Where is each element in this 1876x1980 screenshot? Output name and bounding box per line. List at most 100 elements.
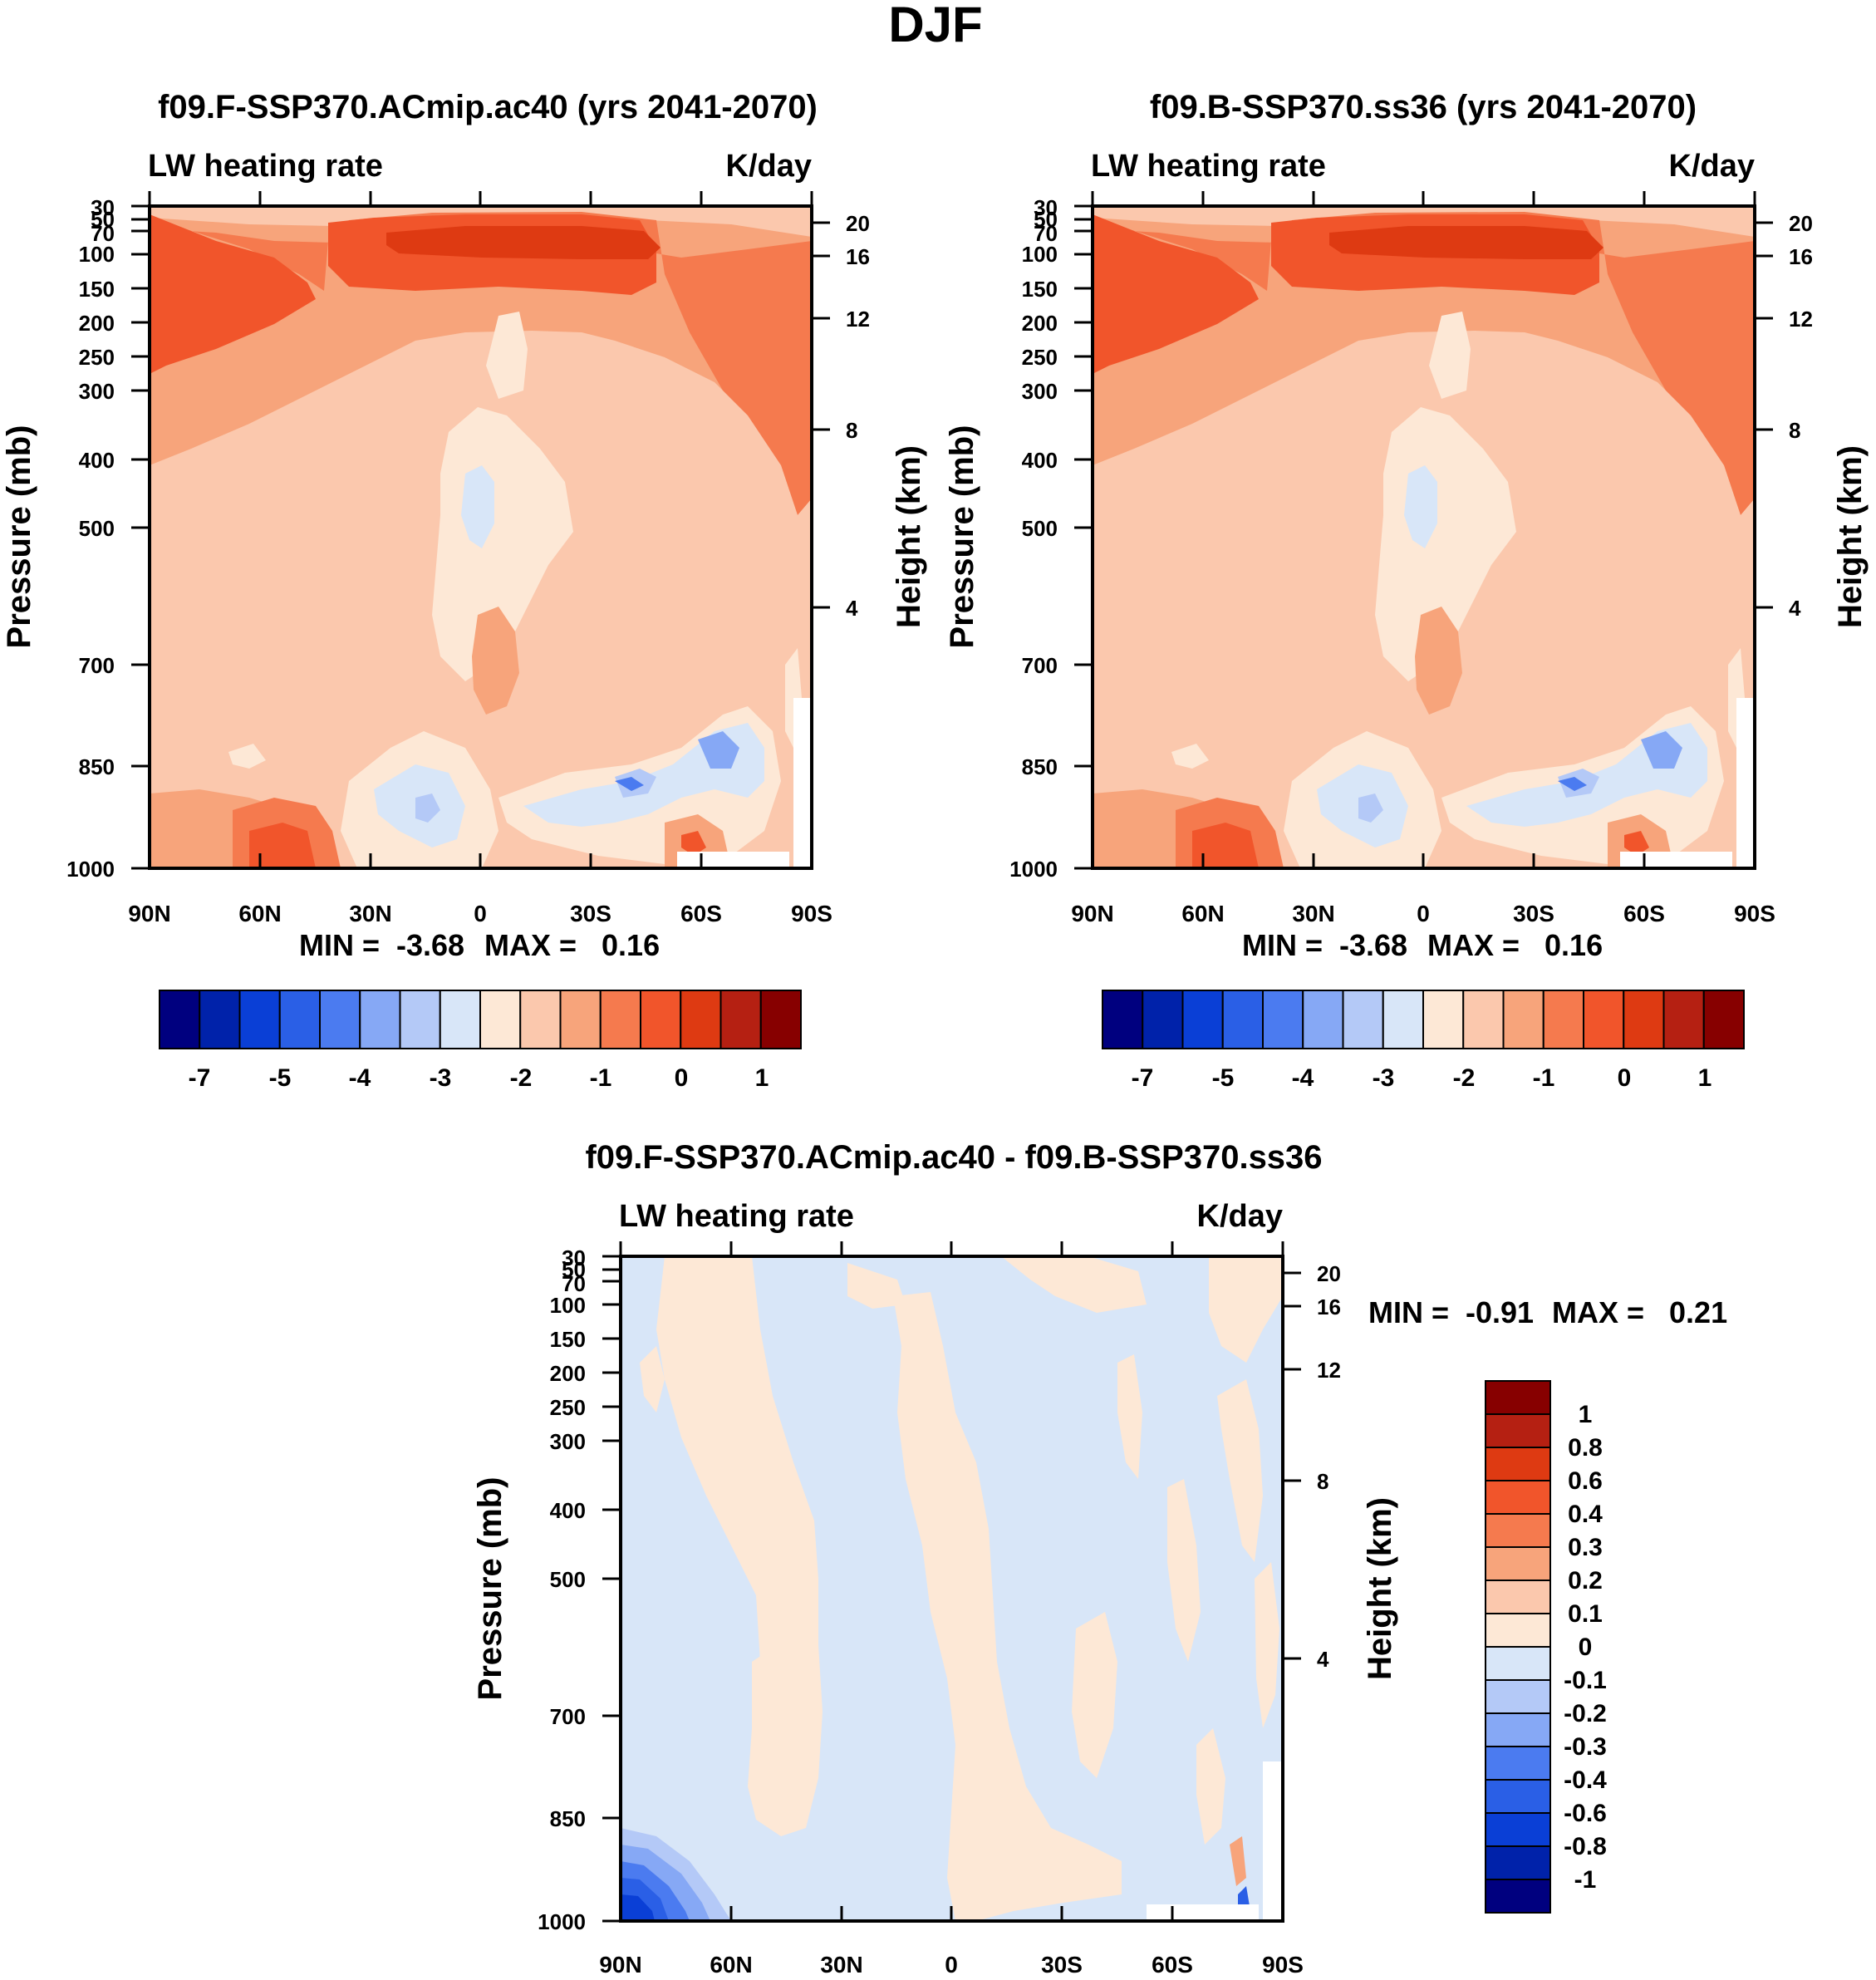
panel-diff-ytick-label: 250 <box>550 1395 586 1420</box>
panel-a-colorbar-swatch <box>519 990 562 1049</box>
panel-b-ytick-label: 850 <box>1022 754 1058 779</box>
panel-a-colorbar-swatch <box>159 990 201 1049</box>
panel-a-colorbar-swatch <box>439 990 481 1049</box>
panel-diff-ytick-label: 150 <box>550 1327 586 1352</box>
panel-a-colorbar-swatch <box>599 990 641 1049</box>
panel-a-x-axis: 90N 60N 30N 0 30S 60S 90S <box>128 191 832 926</box>
panel-diff-colorbar-label: 0.8 <box>1568 1434 1603 1462</box>
panel-diff-y-axis: 30 50 70 100 150 200 250 300 400 500 700… <box>472 1245 621 1934</box>
panel-diff-height-tick-label: 16 <box>1317 1295 1341 1319</box>
panel-diff-xtick-label: 90S <box>1262 1952 1304 1978</box>
panel-b-colorbar-label: -1 <box>1533 1064 1555 1092</box>
panel-b-ytick-label: 200 <box>1022 311 1058 336</box>
panel-b-height-tick-label: 4 <box>1789 596 1801 621</box>
panel-diff-colorbar-swatch <box>1485 1712 1551 1747</box>
panel-a-ytick-label: 300 <box>79 379 115 404</box>
panel-b: f09.B-SSP370.ss36 (yrs 2041-2070) LW hea… <box>944 89 1869 1092</box>
panel-diff-colorbar-swatch <box>1485 1447 1551 1481</box>
panel-b-colorbar-label: -3 <box>1373 1064 1395 1092</box>
panel-a-colorbar-swatch <box>319 990 361 1049</box>
panel-b-height-tick-label: 16 <box>1789 244 1813 269</box>
panel-diff-colorbar-swatch <box>1485 1646 1551 1681</box>
panel-a-colorbar-swatch <box>479 990 522 1049</box>
panel-diff-max-label: MAX = 0.21 <box>1552 1295 1727 1329</box>
panel-diff-colorbar <box>1485 1380 1551 1914</box>
panel-a-height-axis: 20 16 12 8 4 Height (km) <box>812 211 927 628</box>
panel-diff-colorbar-label: -0.1 <box>1564 1667 1607 1694</box>
panel-a-y-axis-title: Pressure (mb) <box>1 425 37 649</box>
panel-diff-colorbar-label: 0.2 <box>1568 1567 1603 1594</box>
panel-b-ytick-label: 700 <box>1022 653 1058 678</box>
panel-diff-ytick-label: 850 <box>550 1806 586 1831</box>
panel-a-ytick-label: 250 <box>79 345 115 370</box>
panel-a-colorbar-label: -5 <box>269 1064 292 1092</box>
panel-b-colorbar-swatch <box>1502 990 1545 1049</box>
panel-diff-colorbar-label: 0.1 <box>1568 1600 1603 1628</box>
panel-b-xtick-label: 60S <box>1623 901 1665 926</box>
panel-a-ytick-label: 100 <box>79 242 115 267</box>
panel-diff-title: f09.F-SSP370.ACmip.ac40 - f09.B-SSP370.s… <box>585 1139 1322 1176</box>
panel-b-title: f09.B-SSP370.ss36 (yrs 2041-2070) <box>1150 89 1697 125</box>
panel-diff-colorbar-swatch <box>1485 1679 1551 1714</box>
panel-b-colorbar-label: 0 <box>1618 1064 1632 1092</box>
panel-a-xtick-label: 60S <box>680 901 722 926</box>
panel-b-colorbar-swatch <box>1302 990 1344 1049</box>
panel-diff-xtick-label: 30S <box>1041 1952 1083 1978</box>
panel-diff-colorbar-swatch <box>1485 1879 1551 1914</box>
panel-diff-colorbar-swatch <box>1485 1546 1551 1581</box>
panel-diff: f09.F-SSP370.ACmip.ac40 - f09.B-SSP370.s… <box>472 1139 1727 1978</box>
panel-a-colorbar-swatch <box>278 990 321 1049</box>
panel-b-min-label: MIN = -3.68 <box>1242 928 1407 962</box>
panel-diff-colorbar-label: -0.2 <box>1564 1700 1607 1727</box>
panel-a-colorbar-label: -7 <box>189 1064 211 1092</box>
panel-a-colorbar-swatch <box>399 990 441 1049</box>
panel-a-xtick-label: 0 <box>474 901 487 926</box>
panel-a-colorbar-swatch <box>759 990 802 1049</box>
panel-b-colorbar-swatch <box>1702 990 1745 1049</box>
panel-b-colorbar-label: -5 <box>1212 1064 1235 1092</box>
panel-diff-colorbar-label: 0 <box>1579 1634 1593 1661</box>
panel-a-units-label: K/day <box>726 149 812 184</box>
panel-diff-xtick-label: 90N <box>599 1952 641 1978</box>
panel-b-colorbar-label: -2 <box>1453 1064 1476 1092</box>
panel-b-colorbar-swatch <box>1422 990 1465 1049</box>
panel-diff-height-axis: 20 16 12 8 4 Height (km) <box>1283 1261 1398 1680</box>
panel-diff-colorbar-swatch <box>1485 1845 1551 1880</box>
panel-a-y-axis: 30 50 70 100 150 200 250 300 400 500 700… <box>1 195 150 882</box>
panel-b-variable-label: LW heating rate <box>1091 149 1326 184</box>
panel-diff-colorbar-label: -0.8 <box>1564 1833 1607 1860</box>
panel-a-ytick-label: 150 <box>79 277 115 302</box>
panel-diff-colorbar-label: -0.4 <box>1564 1766 1607 1794</box>
panel-diff-ytick-label: 200 <box>550 1361 586 1386</box>
panel-b-height-tick-label: 12 <box>1789 307 1813 332</box>
panel-a-colorbar-label: 0 <box>675 1064 689 1092</box>
panel-b-height-axis-title: Height (km) <box>1832 445 1869 628</box>
panel-a-colorbar-swatch <box>640 990 682 1049</box>
panel-a-colorbar-label: -1 <box>590 1064 612 1092</box>
panel-diff-height-tick-label: 12 <box>1317 1358 1341 1383</box>
panel-b-y-axis: 30 50 70 100 150 200 250 300 400 500 700… <box>944 195 1093 882</box>
panel-b-contour-field <box>1093 206 1755 868</box>
panel-diff-colorbar-swatch <box>1485 1513 1551 1548</box>
panel-b-x-axis: 90N 60N 30N 0 30S 60S 90S <box>1071 191 1775 926</box>
panel-diff-colorbar-swatch <box>1485 1812 1551 1847</box>
panel-diff-ytick-label: 30 <box>562 1245 586 1270</box>
panel-a-colorbar-swatch <box>680 990 722 1049</box>
panel-b-max-label: MAX = 0.16 <box>1427 928 1603 962</box>
panel-b-colorbar-swatch <box>1542 990 1584 1049</box>
panel-b-colorbar-swatch <box>1342 990 1384 1049</box>
panel-diff-ytick-label: 500 <box>550 1567 586 1592</box>
panel-b-colorbar-label: 1 <box>1698 1064 1712 1092</box>
panel-b-y-axis-title: Pressure (mb) <box>944 425 980 649</box>
panel-diff-colorbar-label: 0.6 <box>1568 1467 1603 1495</box>
panel-diff-ytick-label: 300 <box>550 1429 586 1454</box>
panel-b-units-label: K/day <box>1669 149 1755 184</box>
panel-b-xtick-label: 0 <box>1417 901 1430 926</box>
panel-diff-ytick-label: 1000 <box>538 1909 586 1934</box>
panel-b-height-axis: 20 16 12 8 4 Height (km) <box>1755 211 1869 628</box>
panel-b-ytick-label: 100 <box>1022 242 1058 267</box>
panel-a-ytick-label: 70 <box>91 221 115 246</box>
panel-a: f09.F-SSP370.ACmip.ac40 (yrs 2041-2070) … <box>1 89 927 1092</box>
panel-diff-ytick-label: 50 <box>562 1257 586 1282</box>
panel-a-xtick-label: 30N <box>349 901 391 926</box>
